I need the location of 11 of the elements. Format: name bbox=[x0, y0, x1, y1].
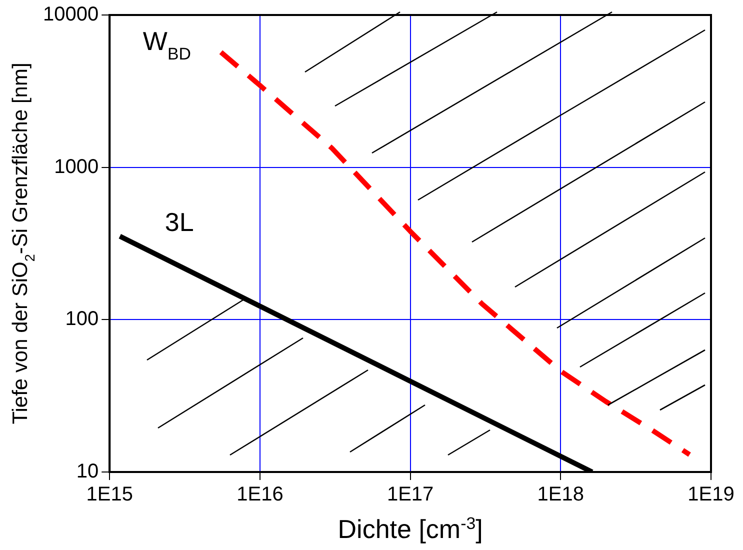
x-tick-label: 1E17 bbox=[386, 484, 434, 506]
y-tick-label: 10000 bbox=[42, 4, 99, 26]
x-tick-label: 1E19 bbox=[688, 484, 734, 506]
y-tick-label: 10 bbox=[76, 460, 99, 483]
x-tick-label: 1E15 bbox=[86, 484, 133, 506]
series-label: 3L bbox=[164, 207, 194, 238]
x-tick-label: 1E16 bbox=[236, 484, 284, 506]
y-tick-label: 1000 bbox=[54, 156, 99, 178]
y-tick-label: 100 bbox=[65, 308, 99, 330]
x-tick-label: 1E18 bbox=[537, 484, 584, 506]
y-axis-title: Tiefe von der SiO2-Si Grenzfläche [nm] bbox=[9, 62, 38, 424]
